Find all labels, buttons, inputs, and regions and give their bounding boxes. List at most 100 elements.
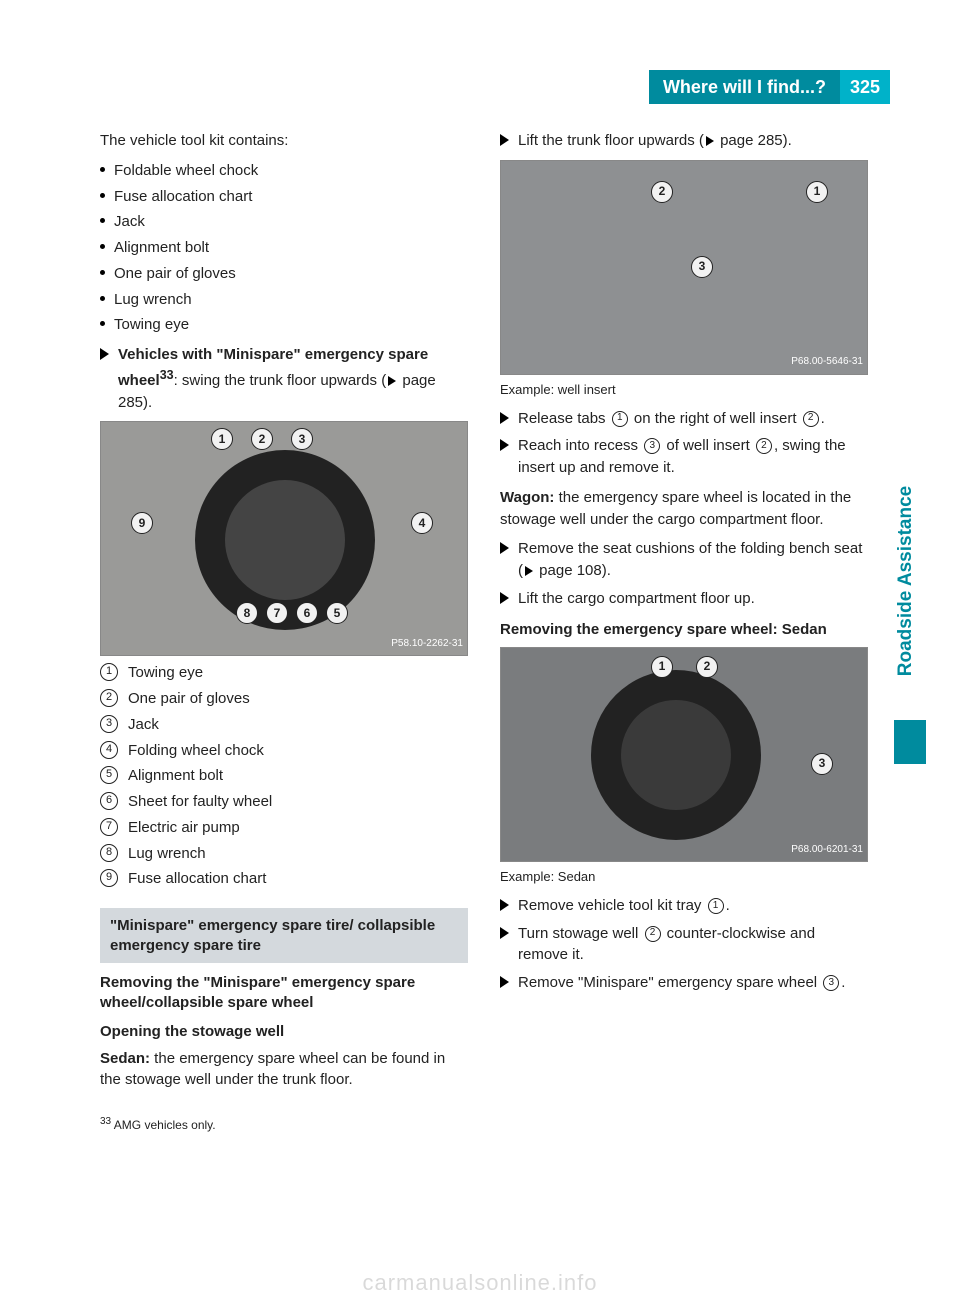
- legend-text: Alignment bolt: [128, 765, 223, 787]
- legend-text: Jack: [128, 714, 159, 736]
- subheading: Opening the stowage well: [100, 1022, 468, 1042]
- callout-icon: 9: [131, 512, 153, 534]
- side-marker: [894, 720, 926, 764]
- figure-well-insert: 1 2 3 P68.00-5646-31: [500, 160, 868, 375]
- text: Turn stowage well: [518, 925, 643, 942]
- callout-ref-icon: 1: [708, 898, 724, 914]
- legend-num-icon: 5: [100, 766, 118, 784]
- figure-caption: Example: Sedan: [500, 868, 868, 887]
- figure-tool-kit: 1 2 3 4 5 6 7 8 9 P58.10-2262-31: [100, 421, 468, 656]
- triangle-icon: [500, 927, 509, 939]
- tool-kit-list: Foldable wheel chock Fuse allocation cha…: [100, 160, 468, 336]
- callout-icon: 3: [691, 256, 713, 278]
- step: Remove vehicle tool kit tray 1.: [500, 895, 868, 917]
- callout-icon: 4: [411, 512, 433, 534]
- legend-num-icon: 1: [100, 663, 118, 681]
- step-ref: page 285).: [716, 132, 792, 149]
- section-heading: "Minispare" emergency spare tire/ collap…: [100, 908, 468, 963]
- footnote-text: AMG vehicles only.: [111, 1118, 215, 1132]
- step: Lift the trunk floor upwards ( page 285)…: [500, 130, 868, 152]
- legend-row: 1 Towing eye: [100, 662, 468, 684]
- callout-icon: 5: [326, 602, 348, 624]
- legend-num-icon: 4: [100, 741, 118, 759]
- step: Reach into recess 3 of well insert 2, sw…: [500, 435, 868, 479]
- figure-sedan-wheel: 1 2 3 P68.00-6201-31: [500, 647, 868, 862]
- triangle-icon: [706, 136, 714, 146]
- legend-num-icon: 9: [100, 869, 118, 887]
- figure-code: P68.00-5646-31: [791, 355, 863, 370]
- legend-num-icon: 7: [100, 818, 118, 836]
- triangle-icon: [500, 976, 509, 988]
- callout-ref-icon: 3: [644, 438, 660, 454]
- callout-icon: 2: [651, 181, 673, 203]
- triangle-icon: [500, 439, 509, 451]
- text: Reach into recess: [518, 437, 642, 454]
- text: page 108).: [535, 562, 611, 579]
- header-page-number: 325: [840, 70, 890, 104]
- legend-num-icon: 6: [100, 792, 118, 810]
- callout-icon: 2: [696, 656, 718, 678]
- triangle-icon: [500, 412, 509, 424]
- figure-code: P68.00-6201-31: [791, 843, 863, 858]
- footnote-num: 33: [100, 1116, 111, 1127]
- list-item: One pair of gloves: [100, 263, 468, 285]
- side-tab: Roadside Assistance: [892, 460, 926, 720]
- paragraph: Wagon: the emergency spare wheel is loca…: [500, 487, 868, 531]
- text: on the right of well insert: [630, 410, 801, 427]
- callout-ref-icon: 1: [612, 411, 628, 427]
- callout-ref-icon: 2: [645, 926, 661, 942]
- legend-row: 7Electric air pump: [100, 817, 468, 839]
- step-text: : swing the trunk floor upwards (: [174, 372, 387, 389]
- list-item: Towing eye: [100, 314, 468, 336]
- step: Remove "Minispare" emergency spare wheel…: [500, 972, 868, 994]
- text: Release tabs: [518, 410, 610, 427]
- figure-legend: 1 Towing eye 2One pair of gloves 3 Jack 4F…: [100, 662, 468, 890]
- manual-page: Where will I find...? 325 Roadside Assis…: [0, 0, 960, 1302]
- text: Remove vehicle tool kit tray: [518, 897, 706, 914]
- step-minispare: Vehicles with "Minispare" emergency spar…: [100, 344, 468, 413]
- legend-row: 4Folding wheel chock: [100, 740, 468, 762]
- text: Lift the cargo compartment floor up.: [518, 590, 755, 607]
- list-item: Lug wrench: [100, 289, 468, 311]
- triangle-icon: [500, 542, 509, 554]
- callout-icon: 1: [806, 181, 828, 203]
- subheading: Removing the "Minispare" emergency spare…: [100, 973, 468, 1012]
- callout-icon: 3: [291, 428, 313, 450]
- callout-ref-icon: 2: [803, 411, 819, 427]
- left-column: The vehicle tool kit contains: Foldable …: [100, 130, 468, 1142]
- triangle-icon: [100, 348, 109, 360]
- callout-icon: 1: [651, 656, 673, 678]
- watermark: carmanualsonline.info: [0, 1270, 960, 1296]
- right-column: Lift the trunk floor upwards ( page 285)…: [500, 130, 868, 1142]
- list-item: Foldable wheel chock: [100, 160, 468, 182]
- bold-label: Wagon:: [500, 489, 554, 506]
- subheading: Removing the emergency spare wheel: Seda…: [500, 620, 868, 640]
- page-header: Where will I find...? 325: [649, 70, 890, 104]
- triangle-icon: [525, 566, 533, 576]
- step: Release tabs 1 on the right of well inse…: [500, 408, 868, 430]
- intro-text: The vehicle tool kit contains:: [100, 130, 468, 152]
- legend-row: 3 Jack: [100, 714, 468, 736]
- step-text: Lift the trunk floor upwards (: [518, 132, 704, 149]
- legend-num-icon: 2: [100, 689, 118, 707]
- footnote: 33 AMG vehicles only.: [100, 1115, 468, 1134]
- legend-num-icon: 3: [100, 715, 118, 733]
- paragraph: Sedan: the emergency spare wheel can be …: [100, 1048, 468, 1092]
- list-item: Fuse allocation chart: [100, 186, 468, 208]
- legend-row: 8Lug wrench: [100, 843, 468, 865]
- figure-caption: Example: well insert: [500, 381, 868, 400]
- figure-code: P58.10-2262-31: [391, 637, 463, 652]
- legend-row: 2One pair of gloves: [100, 688, 468, 710]
- bold-label: Sedan:: [100, 1050, 150, 1067]
- step: Remove the seat cushions of the folding …: [500, 538, 868, 582]
- step: Turn stowage well 2 counter-clockwise an…: [500, 923, 868, 967]
- legend-text: Sheet for faulty wheel: [128, 791, 272, 813]
- text: .: [821, 410, 825, 427]
- text: .: [726, 897, 730, 914]
- callout-icon: 3: [811, 753, 833, 775]
- side-tab-label: Roadside Assistance: [895, 471, 917, 691]
- legend-num-icon: 8: [100, 844, 118, 862]
- list-item: Alignment bolt: [100, 237, 468, 259]
- legend-text: Towing eye: [128, 662, 203, 684]
- header-title: Where will I find...?: [649, 70, 840, 104]
